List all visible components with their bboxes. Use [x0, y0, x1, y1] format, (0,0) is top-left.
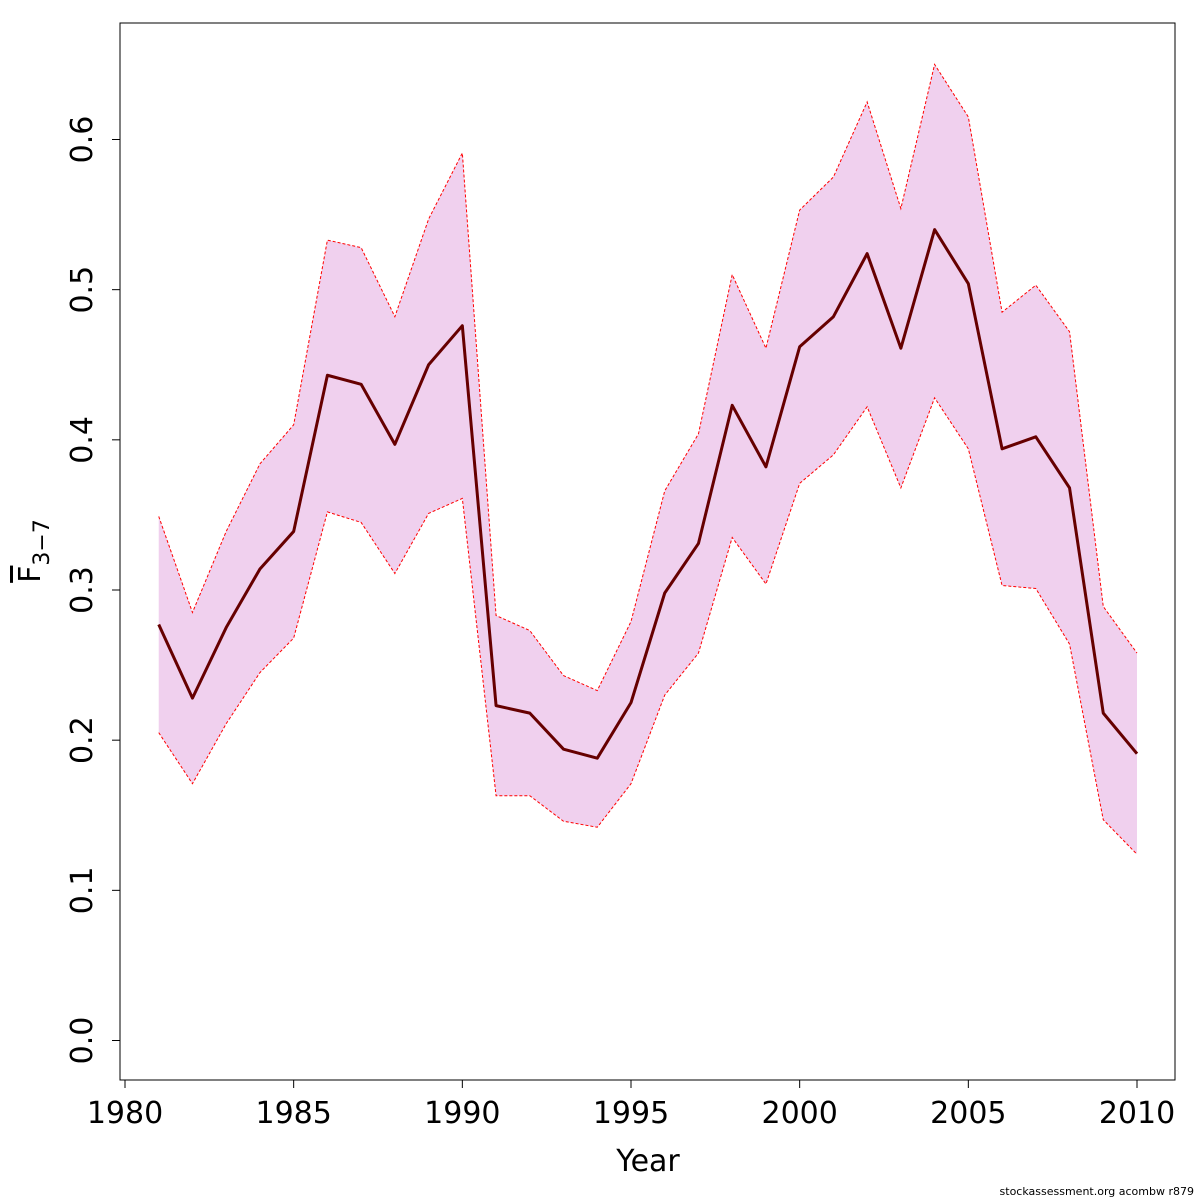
- y-tick-label: 0.3: [65, 566, 100, 614]
- x-tick-label: 1995: [593, 1096, 669, 1131]
- svg-text:F3−7: F3−7: [13, 519, 55, 583]
- y-tick-label: 0.6: [65, 116, 100, 164]
- credit-footer: stockassessment.org acombw r879: [999, 1185, 1194, 1198]
- x-tick-label: 1985: [255, 1096, 331, 1131]
- x-tick-label: 1980: [87, 1096, 163, 1131]
- upper-bound-line: [158, 63, 1138, 692]
- y-tick-label: 0.5: [65, 266, 100, 314]
- series-line-layer: [157, 63, 1139, 855]
- x-tick-label: 2005: [930, 1096, 1006, 1131]
- y-axis-title-main: F: [13, 566, 48, 583]
- confidence-band-layer: [158, 64, 1137, 855]
- y-tick-label: 0.0: [65, 1017, 100, 1065]
- y-axis-title: F3−7: [13, 519, 55, 583]
- y-tick-label: 0.2: [65, 716, 100, 764]
- x-tick-label: 2000: [761, 1096, 837, 1131]
- x-axis-title: Year: [615, 1144, 680, 1179]
- estimate-line: [157, 228, 1139, 760]
- x-tick-label: 1990: [424, 1096, 500, 1131]
- x-tick-label: 2010: [1099, 1096, 1175, 1131]
- y-tick-label: 0.4: [65, 416, 100, 464]
- y-axis: 0.0 0.1 0.2 0.3 0.4 0.5 0.6: [65, 116, 121, 1065]
- confidence-band: [158, 64, 1137, 855]
- lower-bound-line: [158, 396, 1138, 855]
- y-tick-label: 0.1: [65, 866, 100, 914]
- x-axis: 1980 1985 1990 1995 2000 2005 2010: [87, 1079, 1175, 1131]
- y-axis-title-subscript: 3−7: [30, 519, 55, 565]
